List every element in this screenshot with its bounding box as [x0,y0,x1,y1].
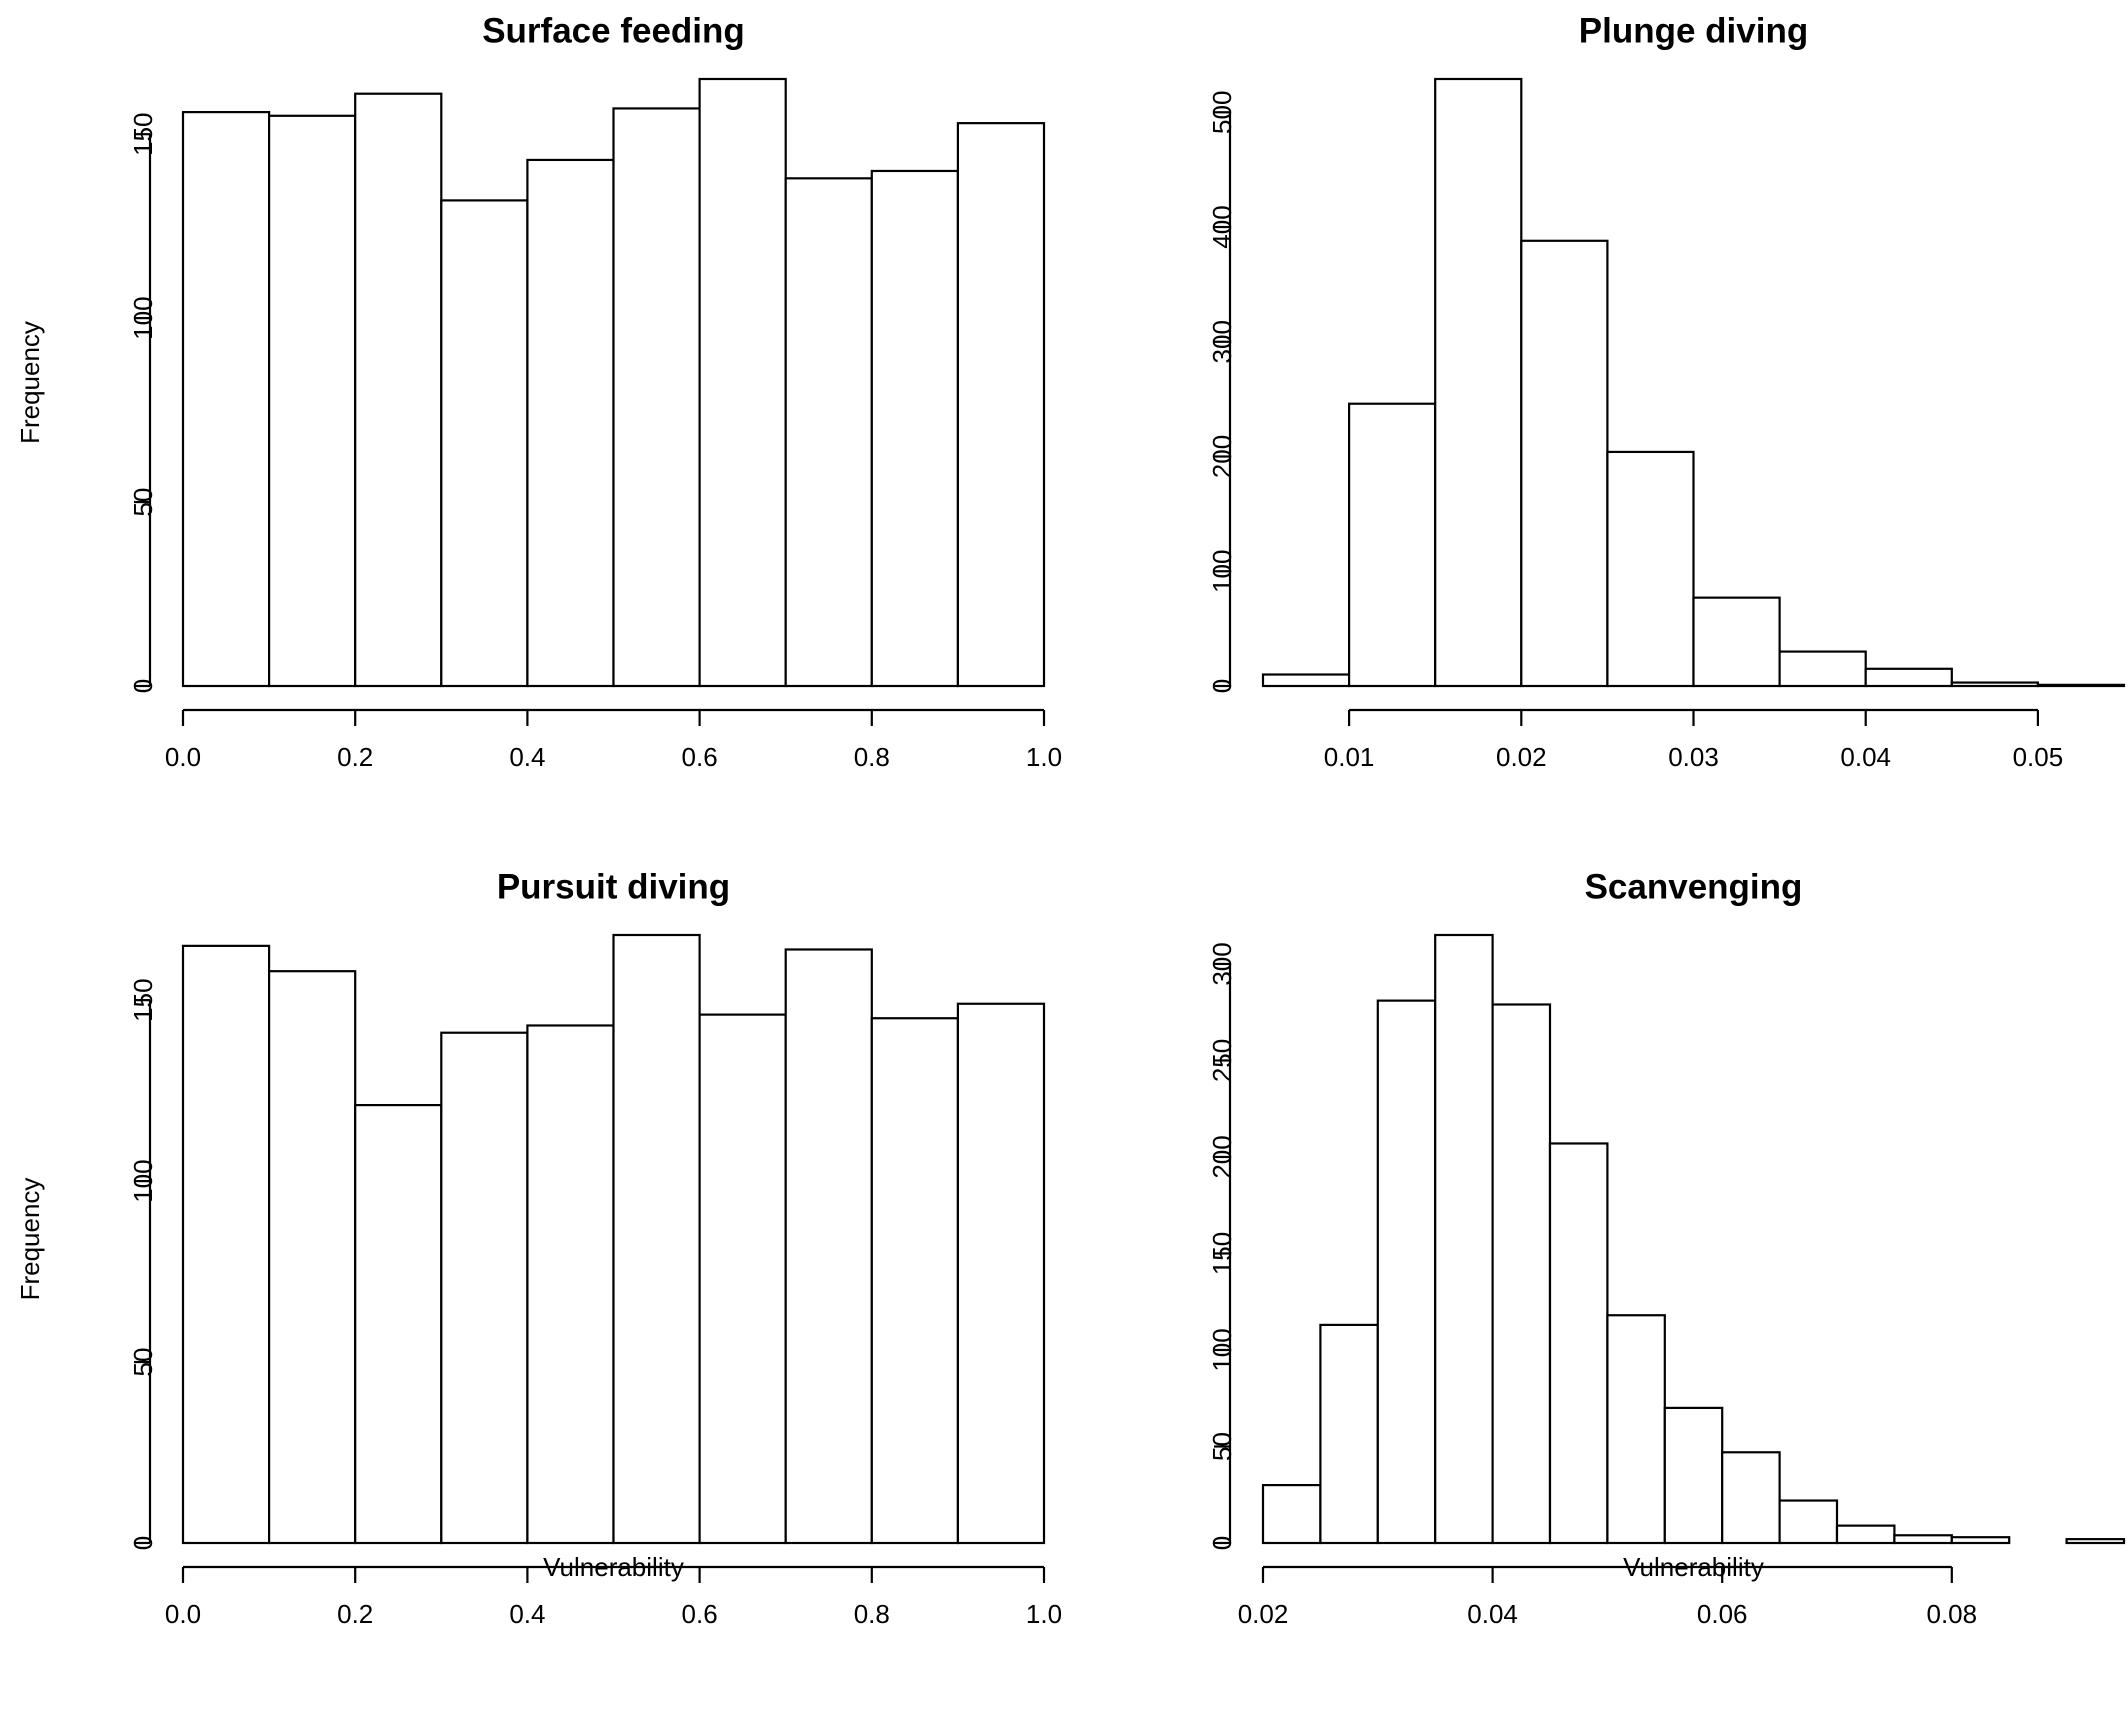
histogram-bar [2036,683,2126,688]
y-tick-label: 0 [1207,679,1237,693]
y-tick-label: 50 [1207,1432,1237,1461]
histogram-bar [1663,1406,1724,1545]
chart-title-plunge-diving: Plunge diving [1579,12,1808,51]
y-tick-label: 100 [128,1159,158,1202]
x-tick-label: 0.04 [1840,742,1891,772]
histogram-bar [1434,77,1523,688]
y-tick-label: 200 [1207,1135,1237,1178]
histogram-bar [1520,239,1609,688]
y-axis-label: Frequency [15,1178,45,1301]
x-tick-label: 0.01 [1324,742,1375,772]
y-tick-label: 100 [1207,550,1237,593]
histogram-bar [698,77,787,688]
histogram-bar [526,158,615,688]
histogram-bar [1491,1003,1552,1545]
histogram-bar [354,92,443,688]
x-tick-label: 0.06 [1697,1599,1748,1629]
histogram-bar [1950,1536,2011,1545]
x-tick-label: 1.0 [1026,742,1062,772]
y-tick-label: 100 [1207,1328,1237,1371]
chart-title-pursuit-diving: Pursuit diving [497,868,730,907]
x-tick-label: 0.04 [1467,1599,1518,1629]
histogram-bar [1893,1534,1953,1545]
histogram-bar [784,948,873,1545]
x-tick-label: 0.6 [682,1599,718,1629]
histogram-bar [1319,1323,1379,1545]
histogram-bar [1778,650,1867,688]
histogram-bar [1434,933,1494,1545]
histogram-bar [1261,1483,1322,1545]
x-tick-label: 0.4 [509,1599,545,1629]
x-tick-label: 0.02 [1238,1599,1289,1629]
histogram-bar [181,944,271,1545]
x-tick-label: 0.8 [854,742,890,772]
chart-title-scanvenging: Scanvenging [1585,868,1803,907]
x-tick-label: 1.0 [1026,1599,1062,1629]
y-tick-label: 250 [1207,1039,1237,1082]
histogram-bar [1835,1524,1896,1545]
x-tick-label: 0.4 [509,742,545,772]
y-tick-label: 150 [128,978,158,1021]
y-axis-label: Frequency [15,321,45,444]
x-tick-label: 0.6 [682,742,718,772]
x-tick-label: 0.08 [1926,1599,1977,1629]
histogram-bar [354,1103,443,1545]
x-tick-label: 0.2 [337,742,373,772]
histogram-bar [956,1002,1046,1545]
histogram-bar [612,933,701,1545]
histogram-bar [1347,402,1437,688]
y-tick-label: 150 [128,112,158,155]
histogram-bar [870,169,959,688]
histogram-bar [1606,450,1695,688]
histogram-bar [1864,667,1953,688]
x-tick-label: 0.8 [854,1599,890,1629]
histogram-bar [440,1031,529,1545]
histogram-bar [698,1013,787,1545]
histogram-bar [784,177,873,688]
histogram-bar [956,122,1046,688]
x-tick-label: 0.0 [165,1599,201,1629]
x-tick-label: 0.0 [165,742,201,772]
x-axis-label: Vulnerability [1623,1552,1764,1582]
y-tick-label: 150 [1207,1232,1237,1275]
histogram-bar [268,970,357,1545]
x-tick-label: 0.2 [337,1599,373,1629]
y-tick-label: 200 [1207,435,1237,478]
histogram-bar [1778,1499,1839,1545]
histogram-bar [1950,681,2040,688]
histogram-bar [870,1017,959,1545]
y-tick-label: 500 [1207,91,1237,134]
histogram-bar [181,111,271,688]
y-tick-label: 0 [1207,1536,1237,1550]
x-axis-label: Vulnerability [543,1552,684,1582]
y-tick-label: 100 [128,296,158,339]
y-tick-label: 300 [1207,320,1237,363]
x-tick-label: 0.03 [1668,742,1719,772]
y-tick-label: 50 [128,488,158,517]
y-tick-label: 50 [128,1348,158,1377]
histogram-bar [268,114,357,688]
chart-title-surface-feeding: Surface feeding [482,12,745,51]
histogram-bar [1606,1314,1666,1545]
histogram-bar [1548,1142,1609,1545]
histogram-bar [440,199,529,688]
histogram-bar [612,107,701,688]
y-tick-label: 0 [128,1536,158,1550]
x-tick-label: 0.02 [1496,742,1547,772]
histogram-bar [1692,596,1781,688]
y-tick-label: 400 [1207,205,1237,248]
y-tick-label: 0 [128,679,158,693]
histogram-bar [526,1024,615,1545]
histogram-bar [1376,999,1437,1545]
histogram-bar [1721,1451,1781,1545]
histogram-bar [2065,1538,2126,1545]
histogram-bar [1261,673,1351,688]
x-tick-label: 0.05 [2013,742,2064,772]
y-tick-label: 300 [1207,942,1237,985]
